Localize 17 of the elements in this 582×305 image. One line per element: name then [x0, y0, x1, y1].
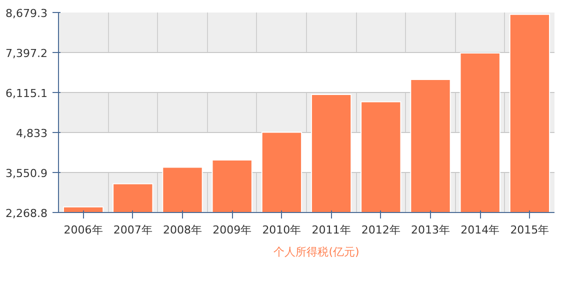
text: 个人所得税(亿元) — [274, 244, 360, 260]
y-tick-label: 6,115.1 — [6, 87, 48, 100]
x-tick-label: 2012年 — [361, 224, 400, 236]
x-tick-label: 2015年 — [510, 224, 550, 236]
x-tick-label: 2006年 — [64, 224, 103, 236]
y-tick-label: 3,550.9 — [6, 167, 48, 180]
y-tick-label: 4,833 — [16, 127, 48, 140]
x-tick-label: 2007年 — [113, 224, 152, 236]
x-tick-label: 2013年 — [411, 224, 450, 236]
y-tick-label: 2,268.8 — [6, 207, 48, 220]
x-tick-label: 2010年 — [262, 224, 302, 236]
x-tick-label: 2014年 — [460, 224, 500, 236]
x-tick-label: 2011年 — [312, 224, 351, 236]
x-tick-label: 2008年 — [163, 224, 202, 236]
y-tick-label: 7,397.2 — [6, 47, 48, 60]
y-tick-label: 8,679.3 — [6, 7, 48, 20]
x-tick-label: 2009年 — [212, 224, 252, 236]
